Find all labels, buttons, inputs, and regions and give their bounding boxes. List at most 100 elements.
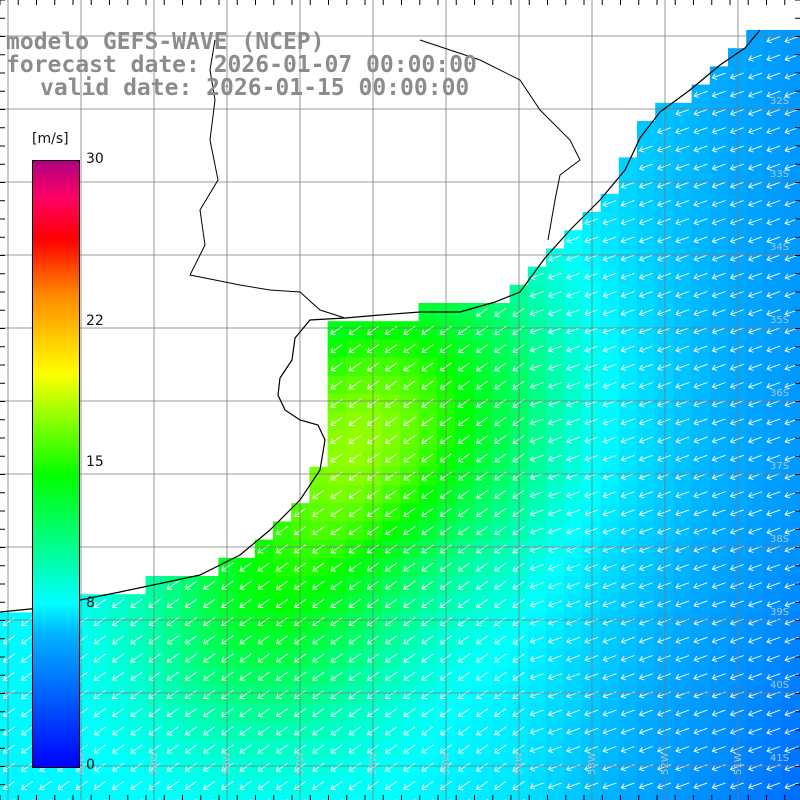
wind-arrow [239, 762, 252, 772]
wind-speed-cell [91, 794, 110, 800]
wind-arrow [384, 453, 398, 463]
wind-arrow [711, 145, 726, 153]
wind-arrow [747, 564, 763, 572]
wind-arrow [166, 635, 179, 645]
wind-arrow [239, 598, 252, 608]
wind-arrow [312, 489, 325, 499]
wind-arrow [602, 727, 617, 735]
wind-arrow [747, 727, 763, 735]
wind-arrow [602, 636, 617, 644]
wind-arrow [675, 764, 690, 772]
wind-arrow [711, 200, 726, 208]
longitude-label: 57W [295, 752, 306, 775]
wind-arrow [184, 671, 198, 681]
wind-arrow [766, 363, 781, 371]
wind-arrow [693, 127, 708, 135]
wind-arrow [656, 181, 672, 189]
wind-arrow [166, 653, 179, 663]
wind-arrow [148, 671, 161, 681]
wind-speed-cell [382, 794, 401, 800]
wind-speed-cell [163, 794, 183, 800]
wind-arrow [747, 90, 763, 98]
wind-arrow [747, 418, 763, 426]
wind-arrow [312, 598, 325, 608]
wind-arrow [747, 363, 763, 371]
wind-arrow [457, 562, 471, 572]
wind-arrow [784, 127, 799, 135]
wind-arrow [166, 726, 179, 736]
wind-arrow [711, 436, 726, 444]
latitude-label: 38S [770, 534, 789, 545]
wind-arrow [620, 218, 635, 226]
wind-arrow [784, 72, 799, 80]
wind-arrow [257, 653, 270, 663]
wind-arrow [584, 655, 599, 663]
wind-arrow [747, 782, 763, 790]
wind-arrow [584, 272, 599, 280]
wind-arrow [330, 453, 343, 463]
wind-arrow [39, 780, 52, 790]
wind-arrow [656, 145, 672, 153]
wind-arrow [494, 544, 507, 554]
wind-arrow [93, 617, 107, 627]
wind-arrow [602, 345, 617, 353]
wind-arrow [693, 254, 708, 262]
wind-arrow [766, 345, 781, 353]
wind-arrow [711, 382, 726, 390]
wind-arrow [693, 382, 708, 390]
wind-arrow [620, 564, 635, 572]
wind-arrow [693, 309, 708, 317]
wind-arrow [638, 509, 653, 517]
wind-arrow [348, 653, 361, 663]
wind-arrow [257, 708, 270, 718]
wind-arrow [711, 709, 726, 717]
wind-arrow [547, 600, 562, 608]
wind-arrow [384, 780, 398, 790]
wind-arrow [275, 726, 289, 736]
wind-arrow [620, 400, 635, 408]
wind-arrow [457, 653, 471, 663]
wind-arrow [766, 454, 781, 462]
wind-arrow [784, 54, 799, 62]
wind-arrow [275, 744, 289, 754]
wind-arrow [693, 491, 708, 499]
wind-arrow [656, 200, 672, 208]
wind-arrow [475, 398, 489, 408]
wind-arrow [784, 109, 799, 117]
colorbar-units: [m/s] [32, 131, 69, 147]
wind-arrow [711, 363, 726, 371]
wind-arrow [330, 471, 343, 481]
wind-arrow [494, 689, 507, 699]
wind-arrow [602, 564, 617, 572]
wind-arrow [20, 671, 34, 681]
wind-arrow [20, 635, 34, 645]
wind-arrow [620, 382, 635, 390]
wind-arrow [494, 780, 507, 790]
wind-arrow [602, 418, 617, 426]
wind-arrow [584, 400, 599, 408]
wind-arrow [457, 671, 471, 681]
wind-arrow [675, 236, 690, 244]
wind-arrow [711, 109, 726, 117]
wind-speed-cell [491, 794, 511, 800]
latitude-label: 33S [770, 169, 789, 180]
wind-arrow [675, 782, 690, 790]
wind-arrow [421, 744, 434, 754]
wind-arrow [638, 746, 653, 754]
wind-arrow [312, 507, 325, 517]
wind-arrow [166, 708, 179, 718]
wind-arrow [529, 727, 544, 735]
wind-arrow [693, 90, 708, 98]
wind-arrow [111, 635, 125, 645]
wind-speed-cell [36, 794, 56, 800]
wind-arrow [130, 708, 143, 718]
wind-arrow [257, 635, 270, 645]
wind-arrow [693, 181, 708, 189]
wind-arrow [148, 726, 161, 736]
wind-speed-cell [673, 794, 693, 800]
wind-arrow [675, 363, 690, 371]
wind-arrow [384, 562, 398, 572]
wind-arrow [202, 780, 216, 790]
wind-speed-cell [145, 576, 165, 595]
wind-arrow [675, 636, 690, 644]
